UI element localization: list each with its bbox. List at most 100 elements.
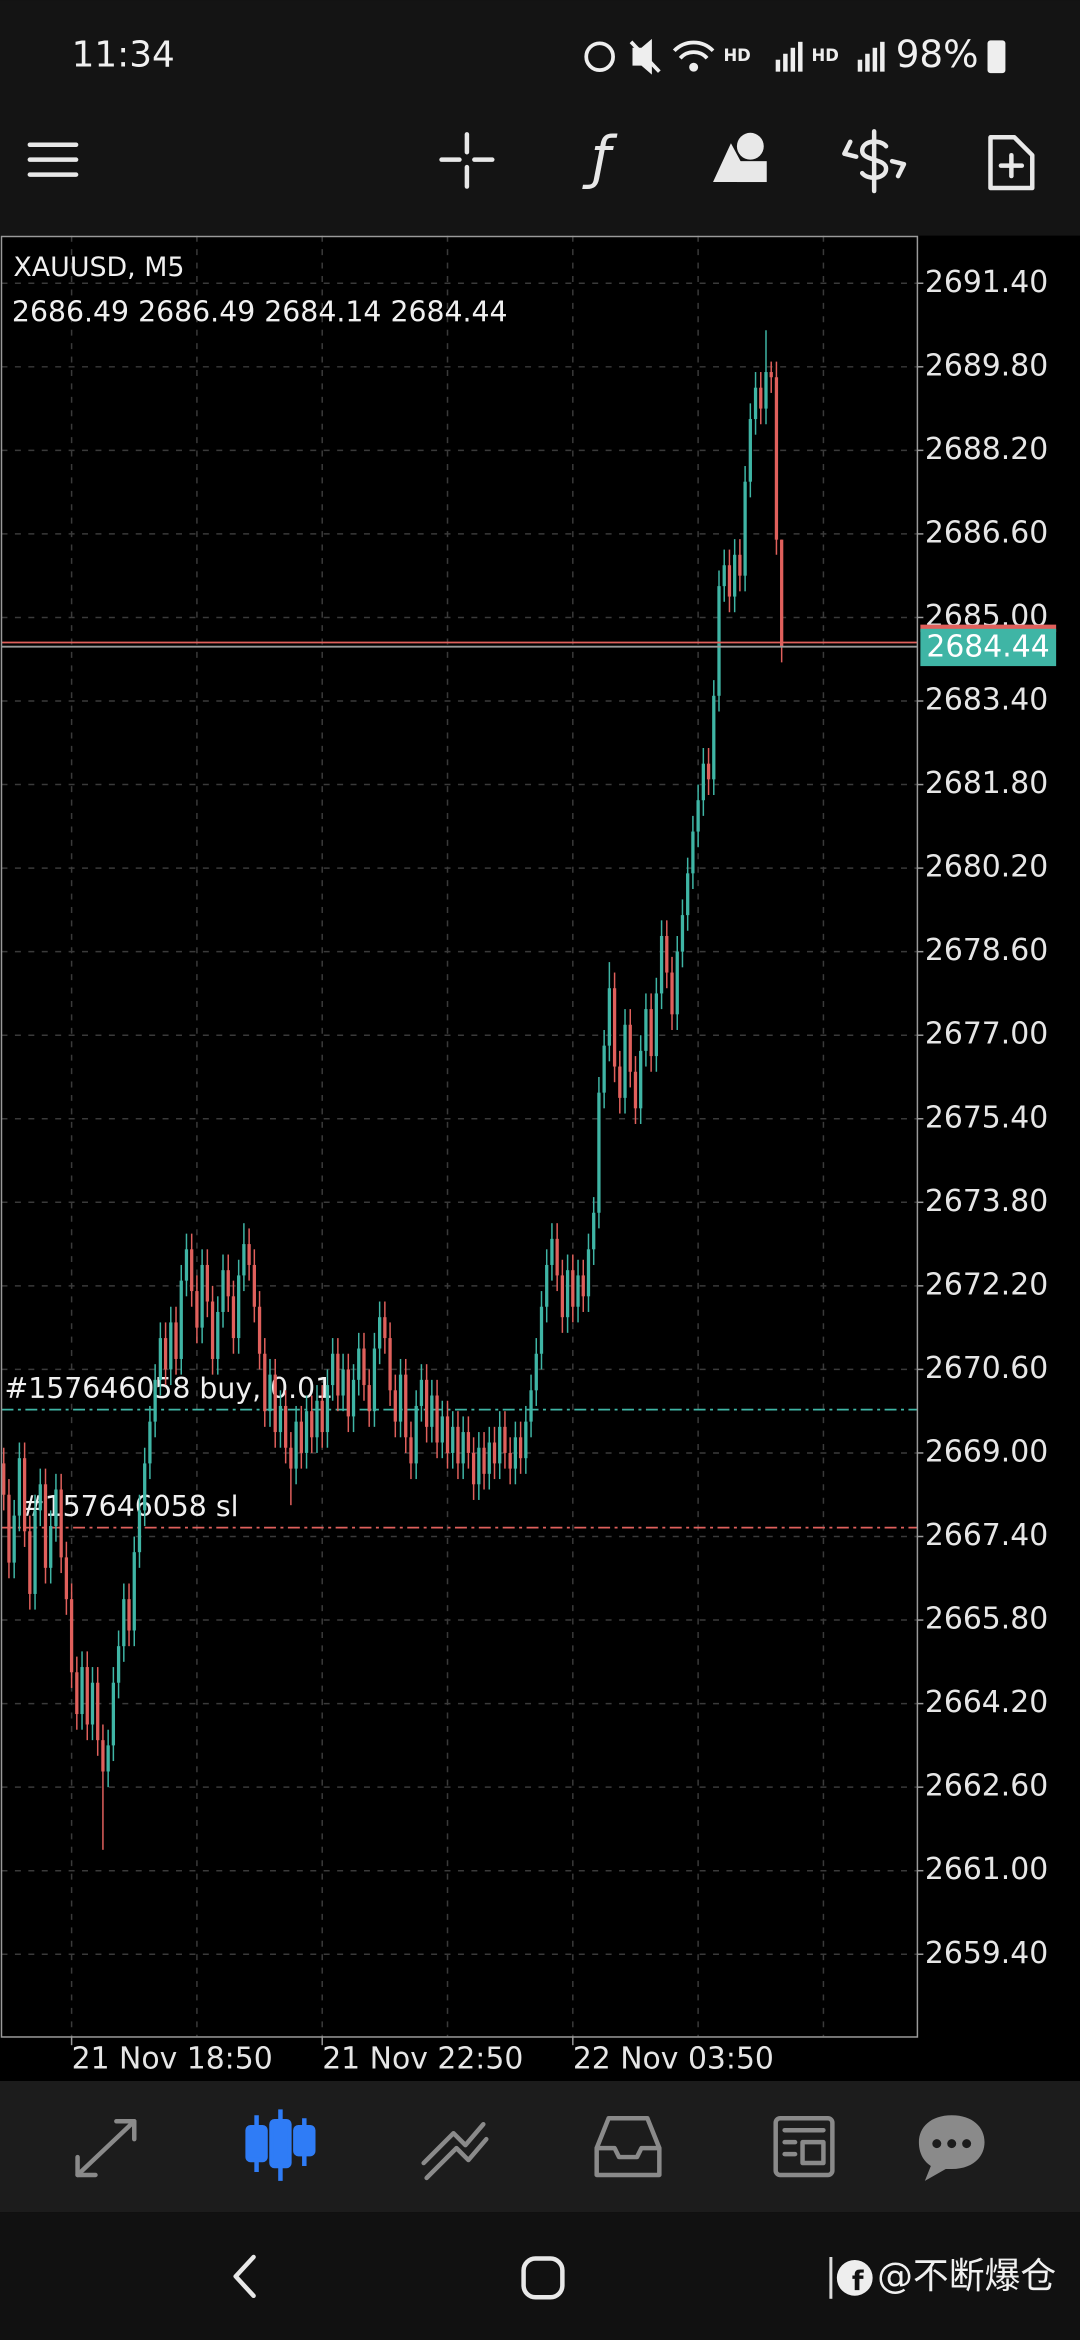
candle-body bbox=[12, 1515, 16, 1563]
candle-body bbox=[190, 1249, 194, 1292]
candle-body bbox=[378, 1317, 382, 1349]
candle-body bbox=[571, 1270, 575, 1307]
candle-body bbox=[565, 1270, 570, 1318]
y-tick-label: 2678.60 bbox=[925, 933, 1048, 968]
back-button[interactable] bbox=[233, 2254, 256, 2299]
candle-body bbox=[132, 1552, 136, 1631]
candle-body bbox=[727, 565, 732, 597]
candle-body bbox=[398, 1374, 403, 1422]
trade-tab[interactable] bbox=[421, 2122, 489, 2181]
candle-body bbox=[137, 1510, 142, 1553]
candle-body bbox=[383, 1317, 387, 1339]
history-tab[interactable] bbox=[594, 2116, 662, 2178]
y-tick-label: 2683.40 bbox=[925, 683, 1048, 718]
candle-body bbox=[424, 1379, 429, 1427]
candle-body bbox=[17, 1458, 22, 1516]
candle-body bbox=[205, 1264, 209, 1302]
candle-body bbox=[22, 1458, 27, 1532]
ohlc-high: 2686.49 bbox=[138, 295, 255, 328]
candle-body bbox=[706, 763, 711, 780]
new-order-button[interactable] bbox=[988, 135, 1035, 191]
candle-body bbox=[628, 1024, 632, 1072]
y-tick-label: 2688.20 bbox=[925, 432, 1048, 467]
objects-button[interactable] bbox=[713, 132, 767, 183]
candle-body bbox=[759, 387, 763, 409]
candle-body bbox=[33, 1510, 37, 1594]
candle-body bbox=[701, 763, 705, 801]
menu-button[interactable] bbox=[27, 142, 79, 177]
candle-body bbox=[581, 1275, 585, 1297]
candle-body bbox=[665, 935, 669, 973]
y-tick-label: 2670.60 bbox=[925, 1351, 1048, 1386]
home-button[interactable] bbox=[521, 2256, 565, 2300]
candle-body bbox=[237, 1275, 241, 1339]
system-buttons bbox=[233, 2254, 565, 2300]
candle-body bbox=[639, 1050, 643, 1109]
candle-body bbox=[409, 1437, 413, 1464]
candle-body bbox=[294, 1421, 298, 1469]
candle-body bbox=[780, 539, 784, 647]
candle-body bbox=[607, 988, 612, 1046]
svg-text:HD: HD bbox=[723, 46, 750, 65]
y-tick-label: 2662.60 bbox=[925, 1769, 1048, 1804]
system-nav bbox=[0, 2212, 1080, 2340]
candle-body bbox=[257, 1306, 262, 1354]
candle-body bbox=[242, 1244, 246, 1276]
candle-body bbox=[445, 1416, 450, 1453]
candle-body bbox=[393, 1390, 397, 1422]
y-tick-label: 2667.40 bbox=[925, 1518, 1048, 1553]
crosshair-button[interactable] bbox=[439, 132, 495, 189]
candle-body bbox=[226, 1270, 230, 1297]
order-label: #157646058 buy, 0.01 bbox=[4, 1372, 333, 1405]
candle-body bbox=[304, 1411, 309, 1453]
ohlc-low: 2684.14 bbox=[264, 295, 381, 328]
plot: #157646058 buy, 0.01 #157646058 sl bbox=[1, 330, 918, 1850]
candle-body bbox=[404, 1374, 408, 1438]
candle-body bbox=[722, 565, 726, 587]
quotes-tab[interactable] bbox=[75, 2119, 137, 2178]
chart-background bbox=[0, 235, 1080, 2081]
candle-body bbox=[372, 1348, 377, 1412]
candle-body bbox=[273, 1374, 277, 1433]
ohlc-readout: 2686.49 2686.49 2684.14 2684.44 bbox=[12, 295, 508, 328]
candle-body bbox=[2, 1463, 6, 1495]
candle-body bbox=[64, 1557, 69, 1600]
candle-body bbox=[471, 1452, 476, 1485]
candle-body bbox=[586, 1249, 591, 1297]
candle-body bbox=[362, 1348, 366, 1386]
news-tab[interactable] bbox=[773, 2116, 835, 2178]
trade-button[interactable] bbox=[842, 129, 907, 194]
candle-body bbox=[414, 1405, 418, 1464]
candle-body bbox=[310, 1411, 314, 1438]
candle-body bbox=[597, 1092, 601, 1213]
candle-body bbox=[174, 1322, 178, 1359]
candle-body bbox=[200, 1264, 204, 1328]
candle-body bbox=[430, 1395, 434, 1427]
chat-tab[interactable] bbox=[918, 2115, 985, 2181]
candle-body bbox=[419, 1379, 424, 1406]
candle-body bbox=[184, 1249, 189, 1281]
chart-tab[interactable] bbox=[245, 2109, 316, 2181]
candle-body bbox=[315, 1400, 319, 1438]
ask-marker bbox=[920, 624, 1057, 633]
candle-body bbox=[560, 1275, 565, 1318]
candle-body bbox=[487, 1442, 491, 1474]
price-box bbox=[920, 628, 1057, 667]
candle-body bbox=[231, 1296, 236, 1339]
watermark: @不断爆仓 bbox=[877, 2256, 1056, 2297]
svg-text:f: f bbox=[852, 2266, 864, 2297]
y-tick-label: 2680.20 bbox=[925, 850, 1048, 885]
candle-body bbox=[7, 1494, 11, 1563]
candle-body bbox=[96, 1682, 100, 1741]
candle-body bbox=[289, 1447, 293, 1469]
x-tick-label: 22 Nov 03:50 bbox=[573, 2042, 774, 2077]
candle-body bbox=[769, 372, 773, 378]
candle-body bbox=[743, 481, 747, 576]
y-tick-label: 2665.80 bbox=[925, 1602, 1048, 1637]
candle-body bbox=[278, 1405, 283, 1433]
candle-body bbox=[451, 1426, 455, 1453]
order-label: #157646058 sl bbox=[21, 1490, 239, 1523]
candle-body bbox=[466, 1432, 471, 1453]
candle-body bbox=[169, 1322, 173, 1370]
